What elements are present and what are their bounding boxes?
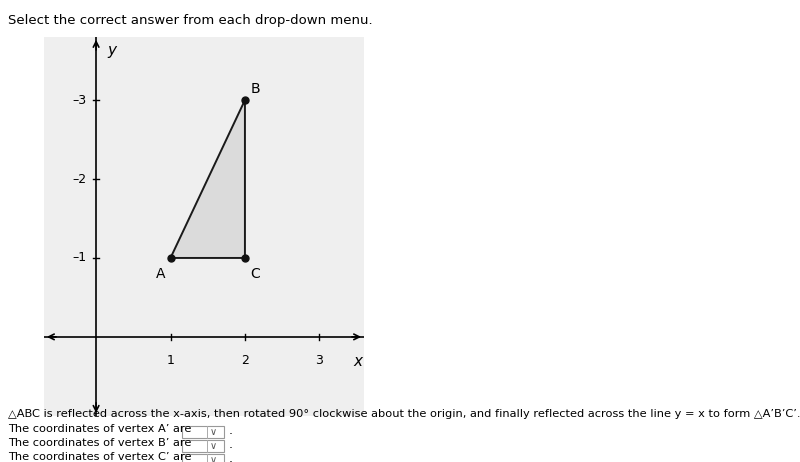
Text: y: y <box>107 43 116 58</box>
Text: 3: 3 <box>315 354 323 367</box>
Text: 2: 2 <box>241 354 249 367</box>
Text: The coordinates of vertex A’ are: The coordinates of vertex A’ are <box>8 424 191 434</box>
Text: ∨: ∨ <box>210 441 217 451</box>
Text: 1: 1 <box>166 354 174 367</box>
Text: A: A <box>156 267 166 281</box>
Text: .: . <box>229 438 233 451</box>
Text: –1: –1 <box>72 251 86 264</box>
Text: .: . <box>229 452 233 462</box>
Text: Select the correct answer from each drop-down menu.: Select the correct answer from each drop… <box>8 14 373 27</box>
Text: The coordinates of vertex B’ are: The coordinates of vertex B’ are <box>8 438 191 448</box>
Text: C: C <box>250 267 260 281</box>
Text: x: x <box>354 354 362 369</box>
Polygon shape <box>170 100 245 258</box>
Text: B: B <box>250 82 260 96</box>
Text: –2: –2 <box>72 172 86 186</box>
Text: .: . <box>229 424 233 437</box>
Text: ∨: ∨ <box>210 427 217 437</box>
Text: –3: –3 <box>72 94 86 107</box>
Text: The coordinates of vertex C’ are: The coordinates of vertex C’ are <box>8 452 191 462</box>
Text: △ABC is reflected across the x-axis, then rotated 90° clockwise about the origin: △ABC is reflected across the x-axis, the… <box>8 409 800 419</box>
Text: ∨: ∨ <box>210 455 217 462</box>
